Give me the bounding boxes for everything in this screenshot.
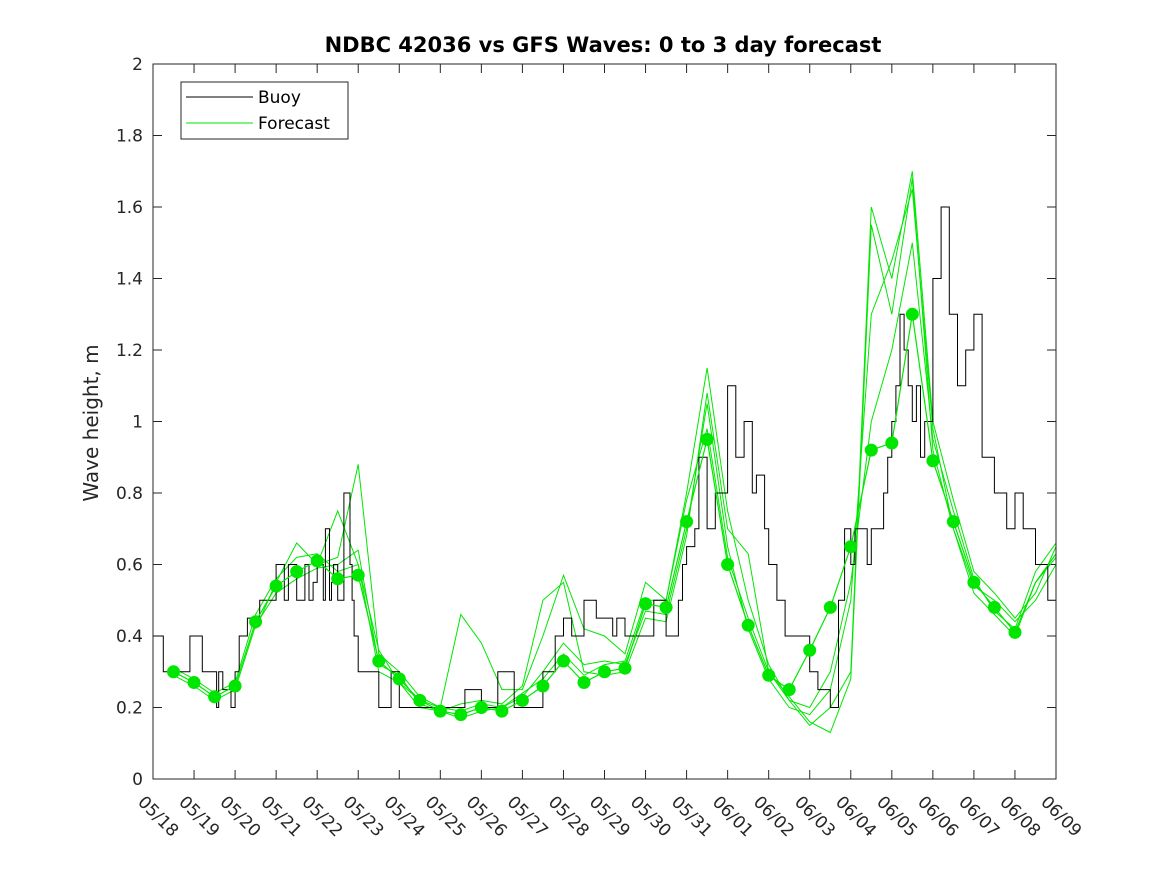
forecast-point — [208, 690, 222, 704]
forecast-point — [905, 307, 919, 321]
legend-box — [180, 81, 349, 140]
y-tick-label: 1.4 — [116, 270, 143, 290]
y-tick-label: 0 — [132, 770, 143, 790]
buoy-line — [153, 206, 1056, 708]
forecast-run-line — [255, 171, 1056, 727]
forecast-point — [167, 665, 180, 679]
forecast-point — [680, 515, 694, 529]
forecast-point — [557, 654, 570, 668]
forecast-point — [823, 600, 837, 614]
forecast-point — [967, 575, 981, 589]
legend-forecast-label: Forecast — [258, 114, 330, 134]
y-tick-label: 0.2 — [116, 699, 143, 719]
y-tick-label: 0.8 — [116, 484, 143, 504]
forecast-point — [392, 672, 406, 686]
forecast-point — [269, 579, 283, 593]
y-tick-label: 0.4 — [116, 627, 143, 647]
forecast-point — [331, 572, 345, 586]
forecast-point — [474, 701, 488, 714]
y-axis: 0 0.2 0.4 0.6 0.8 1 1.2 1.4 1.6 1.8 2 — [116, 55, 1056, 790]
forecast-point — [618, 661, 632, 675]
forecast-point — [310, 554, 324, 568]
forecast-point — [639, 597, 652, 611]
forecast-point — [351, 568, 365, 582]
forecast-point — [249, 615, 263, 629]
y-axis-label: Wave height, m — [79, 344, 103, 501]
forecast-point — [433, 704, 447, 718]
forecast-point — [454, 708, 468, 722]
y-tick-label: 1.2 — [116, 341, 143, 361]
plot-frame — [152, 63, 1057, 780]
y-tick-label: 1.8 — [116, 127, 143, 147]
chart-title: NDBC 42036 vs GFS Waves: 0 to 3 day fore… — [325, 33, 882, 57]
forecast-point — [290, 565, 304, 579]
forecast-point — [536, 679, 550, 693]
forecast-point — [413, 693, 427, 707]
buoy-series — [153, 206, 1056, 708]
forecast-point — [803, 643, 817, 657]
forecast-point — [885, 436, 899, 450]
forecast-point — [372, 654, 386, 668]
forecast-point — [762, 668, 776, 682]
legend: Buoy Forecast — [180, 81, 349, 140]
legend-buoy-label: Buoy — [258, 88, 301, 108]
forecast-point — [864, 443, 878, 457]
forecast-point — [700, 432, 714, 446]
forecast-point — [515, 693, 529, 707]
y-tick-label: 1 — [132, 413, 143, 433]
forecast-point — [946, 515, 960, 529]
y-tick-label: 2 — [132, 55, 143, 75]
forecast-point — [844, 540, 858, 554]
forecast-point — [577, 676, 591, 689]
forecast-point — [187, 676, 201, 689]
forecast-point — [598, 665, 611, 679]
forecast-point — [782, 683, 796, 697]
y-tick-label: 1.6 — [116, 198, 143, 218]
forecast-point — [1008, 625, 1022, 639]
forecast-point — [495, 704, 509, 718]
forecast-point — [741, 618, 755, 632]
forecast-point — [987, 600, 1001, 614]
y-tick-label: 0.6 — [116, 556, 143, 576]
forecast-markers — [167, 307, 1022, 722]
plot-area — [153, 64, 1056, 779]
forecast-point — [721, 558, 735, 571]
forecast-point — [926, 454, 940, 468]
forecast-point — [228, 679, 242, 693]
forecast-point — [659, 600, 673, 614]
